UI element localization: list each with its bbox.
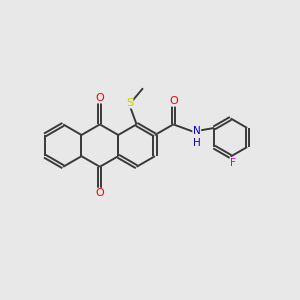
Text: O: O	[95, 188, 104, 198]
Text: O: O	[169, 96, 178, 106]
Text: O: O	[95, 93, 104, 103]
Text: F: F	[230, 158, 236, 168]
Text: S: S	[126, 98, 133, 108]
Text: N
H: N H	[193, 126, 201, 148]
